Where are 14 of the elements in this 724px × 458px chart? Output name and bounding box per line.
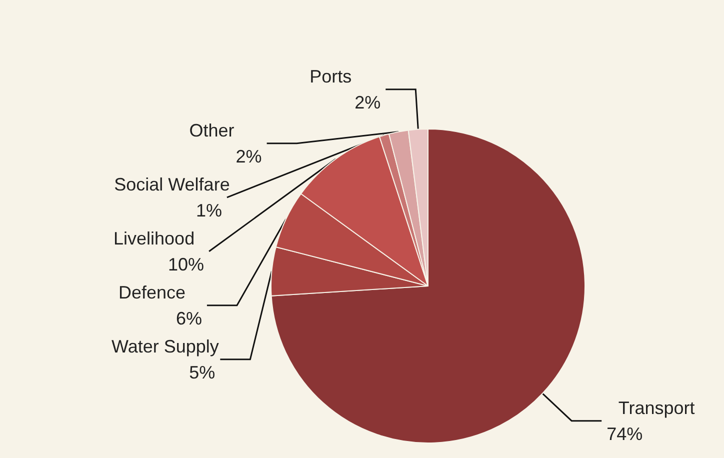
data-label: 5% [189, 362, 216, 382]
slice-label: Water Supply [111, 336, 219, 356]
data-label: 1% [196, 200, 222, 220]
slice-label: Other [189, 120, 234, 140]
slice-label: Defence [118, 282, 186, 302]
data-label: 2% [236, 146, 262, 166]
data-label: 74% [606, 424, 643, 444]
data-label: 10% [168, 254, 204, 274]
slice-label: Livelihood [114, 228, 195, 248]
slice-label: Transport [618, 398, 695, 418]
slice-label: Social Welfare [114, 174, 230, 194]
data-label: 2% [354, 92, 381, 112]
slice-label: Ports [310, 66, 352, 86]
data-label: 6% [176, 308, 202, 328]
